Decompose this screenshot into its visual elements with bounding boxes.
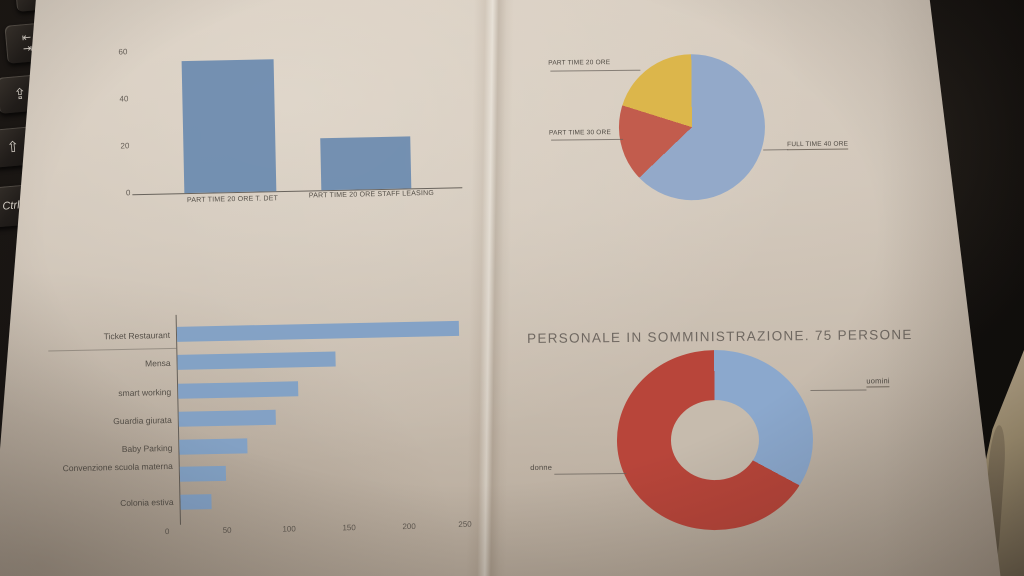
tab-icon: ⇥: [22, 41, 33, 56]
bar-part-time-20-ore-t-det: [181, 59, 277, 194]
bar-ticket-restaurant: [176, 320, 459, 342]
bar-mensa: [177, 351, 337, 370]
bar-part-time-20-ore-staff-leasing: [320, 136, 412, 191]
bar-convenzione-scuola-materna: [179, 465, 226, 482]
pie-label-part-time-20: PART TIME 20 ORE: [548, 59, 611, 67]
bar-guardia-giurata: [178, 409, 276, 427]
bar-chart-benefits: Ticket Restaurant Mensa smart working Gu…: [37, 298, 492, 559]
x-tick-150: 150: [342, 523, 356, 533]
leader-line: [551, 138, 624, 141]
caps-lock-icon: ⇪: [12, 84, 28, 104]
pie-chart-graphic: [618, 53, 766, 201]
bar-baby-parking: [179, 438, 248, 455]
donut-hole: [670, 399, 760, 481]
bar-chart-contract-types: 60 40 20 0 PART TIME 20 ORE T. DET PART …: [101, 34, 470, 220]
x-tick-250: 250: [458, 519, 472, 529]
shift-icon: ⇧: [5, 137, 21, 157]
row-label: Guardia giurata: [113, 414, 172, 427]
row-label: smart working: [118, 386, 172, 399]
leader-line: [810, 389, 867, 392]
y-tick-40: 40: [119, 94, 129, 104]
row-label: Convenzione scuola materna: [62, 460, 173, 474]
y-tick-0: 0: [125, 188, 131, 198]
y-tick-20: 20: [120, 141, 130, 151]
category-label: PART TIME 20 ORE T. DET: [186, 195, 279, 205]
donut-label-donne: donne: [530, 462, 553, 472]
donut-chart-somministrazione: PERSONALE IN SOMMINISTRAZIONE. 75 PERSON…: [514, 318, 929, 567]
chart-title: PERSONALE IN SOMMINISTRAZIONE. 75 PERSON…: [527, 326, 913, 347]
pie-chart-working-hours: PART TIME 20 ORE PART TIME 30 ORE FULL T…: [524, 34, 896, 228]
row-label: Ticket Restaurant: [103, 329, 171, 342]
x-tick-100: 100: [282, 524, 296, 534]
donut-label-uomini: uomini: [866, 376, 890, 388]
stray-line: [48, 347, 177, 352]
row-label: Baby Parking: [121, 442, 173, 455]
donut-chart-graphic: [616, 349, 814, 532]
row-label: Mensa: [144, 357, 171, 369]
ctrl-key-label: Ctrl: [1, 199, 21, 213]
leader-line: [550, 69, 641, 72]
bar-colonia-estiva: [180, 494, 212, 510]
row-label: Colonia estiva: [120, 496, 174, 509]
y-tick-60: 60: [118, 47, 128, 57]
x-tick-0: 0: [164, 527, 170, 537]
x-tick-200: 200: [402, 521, 416, 532]
x-tick-50: 50: [222, 525, 232, 535]
pie-label-part-time-30: PART TIME 30 ORE: [548, 129, 612, 137]
bar-smart-working: [178, 381, 299, 399]
leader-line: [763, 149, 789, 151]
leader-line: [554, 472, 627, 475]
pie-label-full-time-40: FULL TIME 40 ORE: [787, 140, 849, 151]
